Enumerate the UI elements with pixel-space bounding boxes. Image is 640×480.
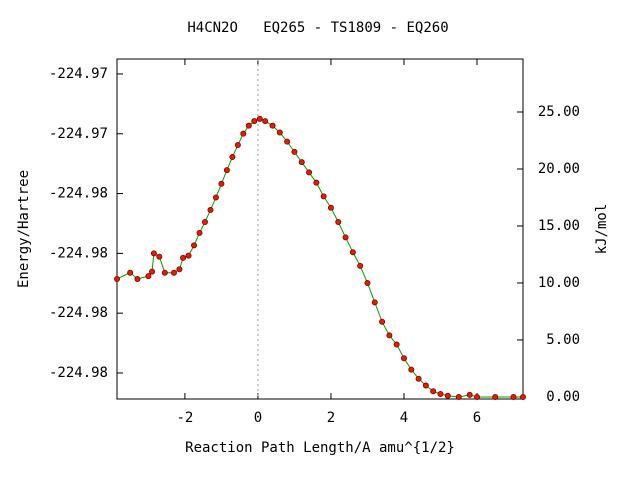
data-point: [327, 204, 334, 211]
data-point: [161, 269, 168, 276]
y-tick-label: -224.98: [49, 365, 108, 381]
chart-title: H4CN2O EQ265 - TS1809 - EQ260: [187, 20, 448, 36]
x-tick-label: 0: [254, 410, 262, 426]
data-point: [408, 366, 415, 373]
y-tick-label: -224.98: [49, 186, 108, 202]
data-point: [466, 391, 473, 398]
data-point: [114, 275, 121, 282]
data-point: [156, 253, 163, 260]
data-point: [240, 130, 247, 137]
data-point: [234, 142, 241, 149]
data-point: [180, 254, 187, 261]
data-point: [371, 299, 378, 306]
data-point: [437, 390, 444, 397]
data-point: [298, 159, 305, 166]
data-point: [185, 252, 192, 259]
data-point: [201, 218, 208, 225]
y2-tick-label: 15.00: [538, 218, 580, 234]
data-point: [276, 129, 283, 136]
data-point: [335, 218, 342, 225]
data-point: [492, 393, 499, 400]
y2-axis-label: kJ/mol: [594, 204, 610, 255]
x-tick-label: 6: [473, 410, 481, 426]
data-point: [207, 207, 214, 214]
data-point: [176, 266, 183, 273]
y2-tick-label: 25.00: [538, 104, 580, 120]
y2-tick-label: 10.00: [538, 275, 580, 291]
data-point: [170, 269, 177, 276]
data-point: [415, 375, 422, 382]
data-point: [510, 393, 517, 400]
y-tick-label: -224.97: [49, 66, 108, 82]
y-tick-label: -224.97: [49, 126, 108, 142]
data-point: [379, 318, 386, 325]
y2-tick-label: 20.00: [538, 161, 580, 177]
data-point: [422, 382, 429, 389]
data-point: [218, 180, 225, 187]
data-point: [430, 388, 437, 395]
data-point: [393, 341, 400, 348]
data-point: [349, 249, 356, 256]
data-point: [251, 118, 258, 125]
data-point: [212, 194, 219, 201]
plot-frame: [116, 58, 524, 400]
data-point: [364, 279, 371, 286]
data-point: [145, 273, 152, 280]
y2-tick-label: 5.00: [546, 332, 580, 348]
y-tick-label: -224.98: [49, 245, 108, 261]
data-point: [245, 122, 252, 129]
data-point: [223, 167, 230, 174]
data-point: [269, 122, 276, 129]
y-axis-label: Energy/Hartree: [16, 170, 32, 288]
y2-tick-label: 0.00: [546, 389, 580, 405]
series-line: [116, 118, 523, 398]
data-point: [400, 355, 407, 362]
data-point: [229, 154, 236, 161]
data-point: [342, 234, 349, 241]
data-point: [444, 392, 451, 399]
data-point: [256, 115, 263, 122]
x-axis-label: Reaction Path Length/A amu^{1/2}: [185, 440, 455, 456]
data-point: [473, 393, 480, 400]
data-point: [455, 393, 462, 400]
data-point: [357, 262, 364, 269]
data-point: [291, 148, 298, 155]
data-point: [134, 275, 141, 282]
data-point: [520, 393, 527, 400]
x-tick-label: -2: [176, 410, 193, 426]
data-point: [306, 169, 313, 176]
data-point: [150, 250, 157, 257]
x-tick-label: 4: [400, 410, 408, 426]
data-point: [313, 179, 320, 186]
data-point: [196, 229, 203, 236]
y-tick-label: -224.98: [49, 305, 108, 321]
data-point: [320, 193, 327, 200]
data-point: [262, 118, 269, 125]
data-point: [149, 268, 156, 275]
data-point: [191, 242, 198, 249]
x-tick-label: 2: [327, 410, 335, 426]
data-point: [284, 138, 291, 145]
data-point: [127, 269, 134, 276]
data-point: [386, 332, 393, 339]
